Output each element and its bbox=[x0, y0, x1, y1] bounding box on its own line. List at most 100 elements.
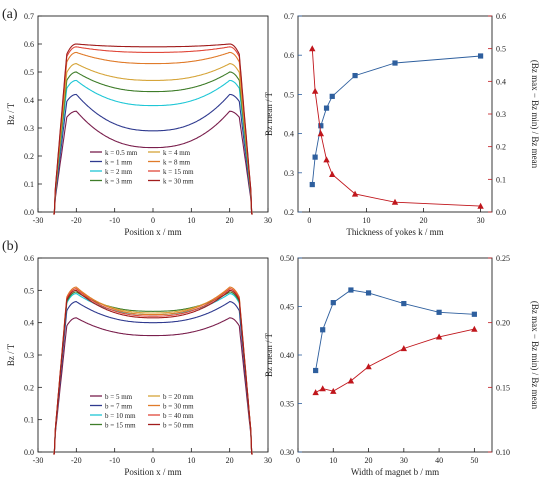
b-left-xtick-label: 30 bbox=[264, 456, 272, 465]
b-right-ytick-right-label: 0.15 bbox=[496, 383, 510, 392]
a-right-triangle-marker bbox=[323, 156, 330, 163]
a-left-ytick-label: 0.7 bbox=[24, 12, 34, 21]
a-left-ytick-label: 0.2 bbox=[24, 152, 34, 161]
b-right-ytick-left-label: 0.40 bbox=[280, 351, 294, 360]
a-right-triangle-marker bbox=[317, 130, 325, 137]
a-left-series-line bbox=[53, 93, 253, 215]
b-right-xtick-label: 40 bbox=[435, 456, 443, 465]
b-left-series-line bbox=[53, 301, 253, 455]
a-right-xtick-label: 0 bbox=[307, 216, 311, 225]
a-right-square-marker bbox=[309, 181, 315, 188]
a-left-legend-label: k = 15 mm bbox=[163, 168, 194, 176]
a-left-series-line bbox=[53, 46, 253, 215]
b-right-ytick-right-label: 0.10 bbox=[496, 448, 510, 457]
b-left-x-axis-label: Position x / mm bbox=[124, 467, 181, 477]
b-left-ytick-label: 0.3 bbox=[24, 351, 34, 360]
a-left-legend-label: k = 1 mm bbox=[105, 158, 133, 166]
a-left-legend-label: k = 2 mm bbox=[105, 168, 133, 176]
a-left-legend-label: k = 4 mm bbox=[163, 149, 191, 157]
a-right-square-marker bbox=[329, 93, 335, 99]
b-left-y-axis-label: Bz / T bbox=[6, 343, 16, 366]
b-left-xtick-label: 20 bbox=[226, 456, 234, 465]
a-right-ytick-left-label: 0.7 bbox=[284, 12, 294, 21]
a-left-ytick-label: 0.5 bbox=[24, 68, 34, 77]
a-left-xtick-label: 30 bbox=[264, 216, 272, 225]
a-right-triangle-marker bbox=[351, 190, 359, 197]
a-left-series-line bbox=[53, 79, 253, 215]
b-right-square-marker bbox=[330, 300, 336, 306]
b-left-ytick-label: 0.4 bbox=[24, 319, 34, 328]
b-right-series-line bbox=[315, 289, 475, 371]
b-right-triangle-marker bbox=[400, 345, 408, 352]
a-right-square-marker bbox=[352, 72, 358, 79]
b-right-triangle-marker bbox=[330, 387, 337, 394]
b-left-legend-label: b = 7 mm bbox=[105, 402, 133, 410]
b-right-triangle-marker bbox=[319, 385, 326, 392]
b-right-xtick-label: 0 bbox=[296, 456, 300, 465]
a-right-ytick-left-label: 0.2 bbox=[284, 208, 294, 217]
b-right-xtick-label: 20 bbox=[365, 456, 373, 465]
b-left-legend-label: b = 10 mm bbox=[105, 412, 136, 420]
a-left-xtick-label: 0 bbox=[151, 216, 155, 225]
a-right-square-marker bbox=[323, 105, 330, 111]
a-right-y-right-axis-label: (Bz max − Bz min) / Bz mean bbox=[530, 60, 540, 169]
b-left-ytick-label: 0.2 bbox=[24, 383, 34, 392]
b-right-y-right-axis-label: (Bz max − Bz min) / Bz mean bbox=[530, 301, 540, 410]
b-right-square-marker bbox=[313, 367, 319, 374]
b-right-xtick-label: 10 bbox=[329, 456, 337, 465]
a-left-xtick-label: -10 bbox=[109, 216, 120, 225]
panel-label-b: (b) bbox=[2, 239, 19, 254]
a-left-series-line bbox=[53, 51, 253, 215]
b-left-ytick-label: 0.0 bbox=[24, 448, 34, 457]
a-right-x-axis-label: Thickness of yokes k / mm bbox=[346, 227, 443, 237]
b-left-ytick-label: 0.6 bbox=[24, 254, 34, 263]
a-left-series-line bbox=[53, 71, 253, 215]
a-right-xtick-label: 10 bbox=[362, 216, 370, 225]
a-right-square-marker bbox=[392, 60, 398, 66]
a-left-ytick-label: 0.0 bbox=[24, 208, 34, 217]
a-right-triangle-marker bbox=[477, 202, 484, 209]
b-right-xtick-label: 50 bbox=[470, 456, 478, 465]
a-right-square-marker bbox=[477, 53, 484, 59]
b-right-xtick-label: 30 bbox=[400, 456, 408, 465]
a-left-xtick-label: -20 bbox=[71, 216, 82, 225]
a-right-frame bbox=[297, 15, 493, 213]
b-right-square-marker bbox=[401, 300, 407, 307]
b-right-square-marker bbox=[365, 290, 372, 296]
a-left-xtick-label: 20 bbox=[226, 216, 234, 225]
a-left-series-line bbox=[53, 63, 253, 215]
b-left-series-line bbox=[53, 289, 253, 455]
b-right-ytick-left-label: 0.35 bbox=[280, 400, 294, 409]
a-left-ytick-label: 0.4 bbox=[24, 96, 34, 105]
a-left-series-line bbox=[53, 110, 253, 215]
b-left-legend-label: b = 40 mm bbox=[163, 412, 194, 420]
a-left-legend-label: k = 3 mm bbox=[105, 177, 133, 185]
b-left-xtick-label: -30 bbox=[33, 456, 44, 465]
b-left-series-line bbox=[53, 291, 253, 455]
a-left-ytick-label: 0.1 bbox=[24, 180, 34, 189]
b-right-triangle-marker bbox=[347, 377, 355, 384]
b-right-x-axis-label: Width of magnet b / mm bbox=[351, 467, 439, 477]
a-right-ytick-left-label: 0.3 bbox=[284, 169, 294, 178]
b-right-ytick-right-label: 0.25 bbox=[496, 254, 510, 263]
a-right-ytick-right-label: 0.6 bbox=[496, 12, 506, 21]
a-left-legend-label: k = 0.5 mm bbox=[105, 149, 138, 157]
b-right-triangle-marker bbox=[435, 333, 443, 340]
b-right-square-marker bbox=[436, 309, 442, 315]
a-right-series-line bbox=[311, 48, 481, 207]
b-left-ytick-label: 0.5 bbox=[24, 286, 34, 295]
b-left-xtick-label: 0 bbox=[151, 456, 155, 465]
a-left-xtick-label: -30 bbox=[33, 216, 44, 225]
a-right-triangle-marker bbox=[391, 198, 399, 205]
a-left-ytick-label: 0.6 bbox=[24, 40, 34, 49]
b-right-frame bbox=[297, 257, 493, 453]
b-right-y-left-axis-label: Bz mean / T bbox=[264, 332, 274, 377]
panel-label-a: (a) bbox=[2, 7, 18, 22]
a-right-ytick-right-label: 0.2 bbox=[496, 143, 506, 152]
a-right-ytick-right-label: 0.3 bbox=[496, 110, 506, 119]
a-left-xtick-label: 10 bbox=[187, 216, 195, 225]
a-left-x-axis-label: Position x / mm bbox=[124, 227, 181, 237]
b-left-xtick-label: -10 bbox=[109, 456, 120, 465]
b-right-triangle-marker bbox=[471, 325, 478, 332]
